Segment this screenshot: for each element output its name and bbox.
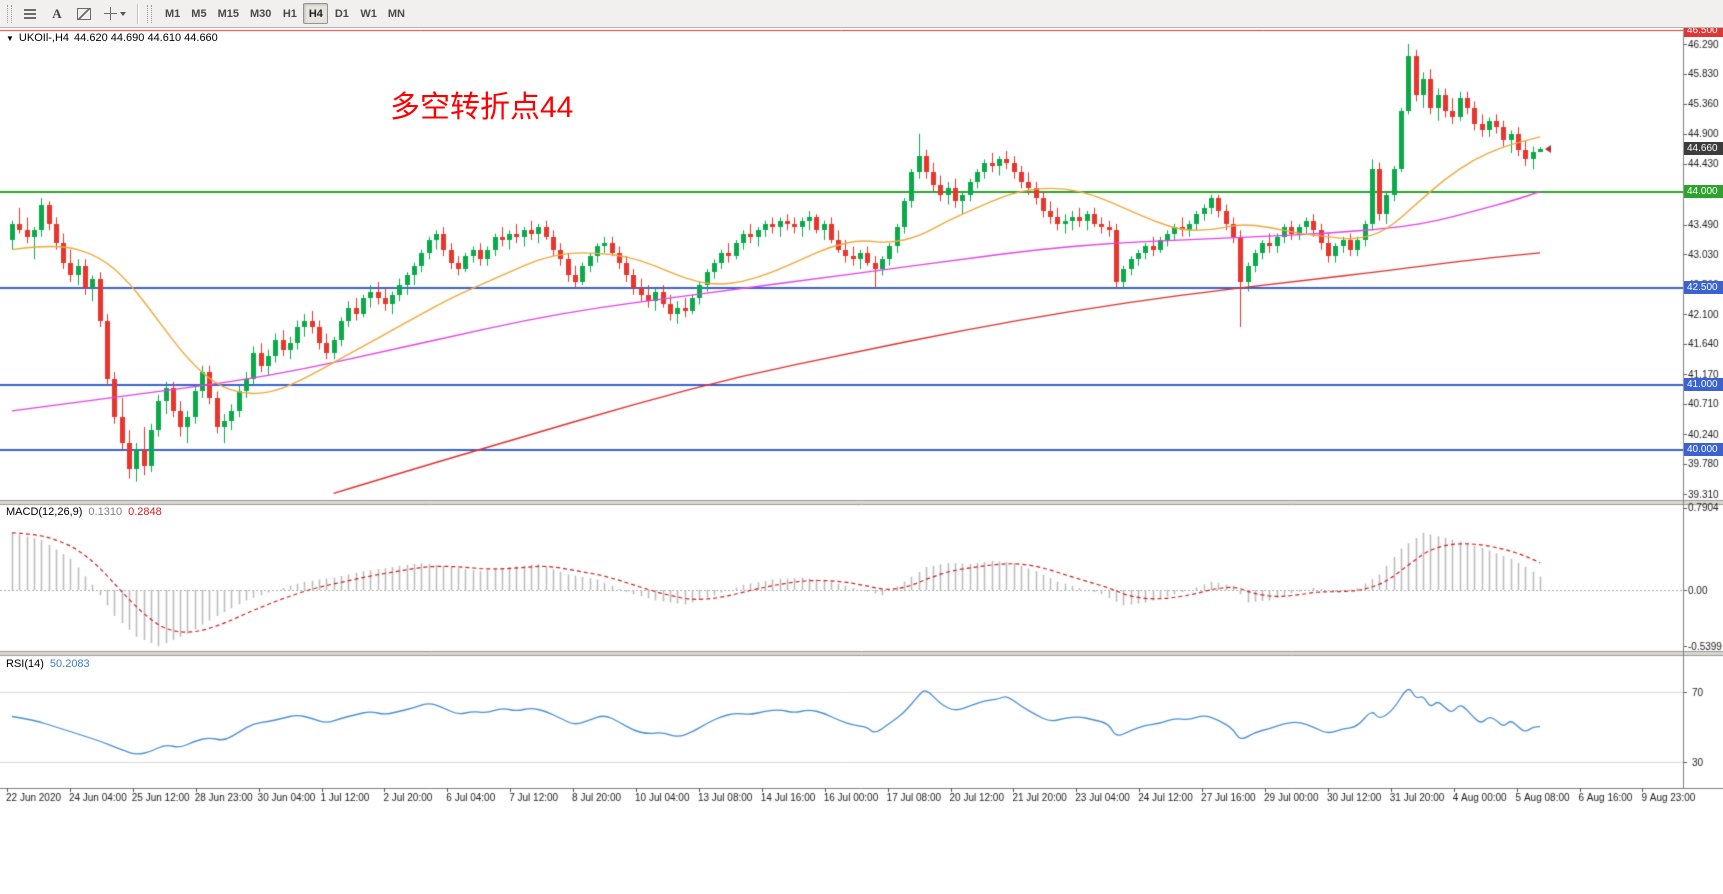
timeframe-button-m1[interactable]: M1: [160, 3, 185, 24]
chart-title: UKOIl-,H4 44.620 44.690 44.610 44.660: [6, 32, 218, 44]
macd-name: MACD(12,26,9): [6, 506, 83, 518]
timeframe-toolbar: M1 M5 M15 M30 H1 H4 D1 W1 MN: [160, 3, 410, 24]
symbol-dropdown-icon[interactable]: [6, 32, 14, 44]
price-level-badge-44000: 44.000: [1684, 185, 1723, 198]
caret-down-icon: [120, 11, 126, 16]
text-tool-button[interactable]: A: [45, 3, 69, 25]
timeframe-button-h1[interactable]: H1: [277, 3, 302, 24]
toolbar-grip-2[interactable]: [147, 4, 152, 23]
bar-chart-icon: [24, 12, 36, 15]
charts-toolbar-button[interactable]: [18, 3, 42, 25]
timeframe-button-m15[interactable]: M15: [213, 3, 244, 24]
chart-window-button[interactable]: [72, 3, 96, 25]
text-tool-icon: A: [52, 6, 62, 21]
chart-window-icon: [77, 7, 91, 20]
chart-annotation: 多空转折点44: [390, 91, 574, 124]
rsi-value: 50.2083: [49, 658, 90, 670]
timeframe-button-m30[interactable]: M30: [245, 3, 276, 24]
timeframe-button-w1[interactable]: W1: [355, 3, 382, 24]
crosshair-icon: [104, 7, 117, 20]
toolbar-separator: [137, 3, 138, 24]
price-level-badge-41000: 41.000: [1684, 378, 1723, 391]
timeframe-button-d1[interactable]: D1: [329, 3, 354, 24]
timeframe-button-m5[interactable]: M5: [186, 3, 211, 24]
timeframe-button-mn[interactable]: MN: [383, 3, 410, 24]
ohlc-values: 44.620 44.690 44.610 44.660: [74, 32, 218, 44]
price-level-badge-40000: 40.000: [1684, 443, 1723, 456]
macd-signal-value: 0.2848: [128, 506, 162, 518]
rsi-title: RSI(14) 50.2083: [6, 658, 90, 670]
macd-value: 0.1310: [88, 506, 123, 518]
toolbar: A M1 M5 M15 M30 H1 H4 D1 W1 MN: [0, 0, 1723, 28]
price-level-badge-42500: 42.500: [1684, 281, 1723, 294]
symbol-timeframe-label: UKOIl-,H4: [18, 32, 70, 44]
rsi-name: RSI(14): [6, 658, 44, 670]
current-price-badge: 44.660: [1684, 142, 1723, 155]
toolbar-grip[interactable]: [7, 4, 12, 23]
crosshair-button[interactable]: [99, 3, 131, 25]
macd-title: MACD(12,26,9) 0.1310 0.2848: [6, 506, 162, 518]
timeframe-button-h4[interactable]: H4: [303, 3, 329, 24]
